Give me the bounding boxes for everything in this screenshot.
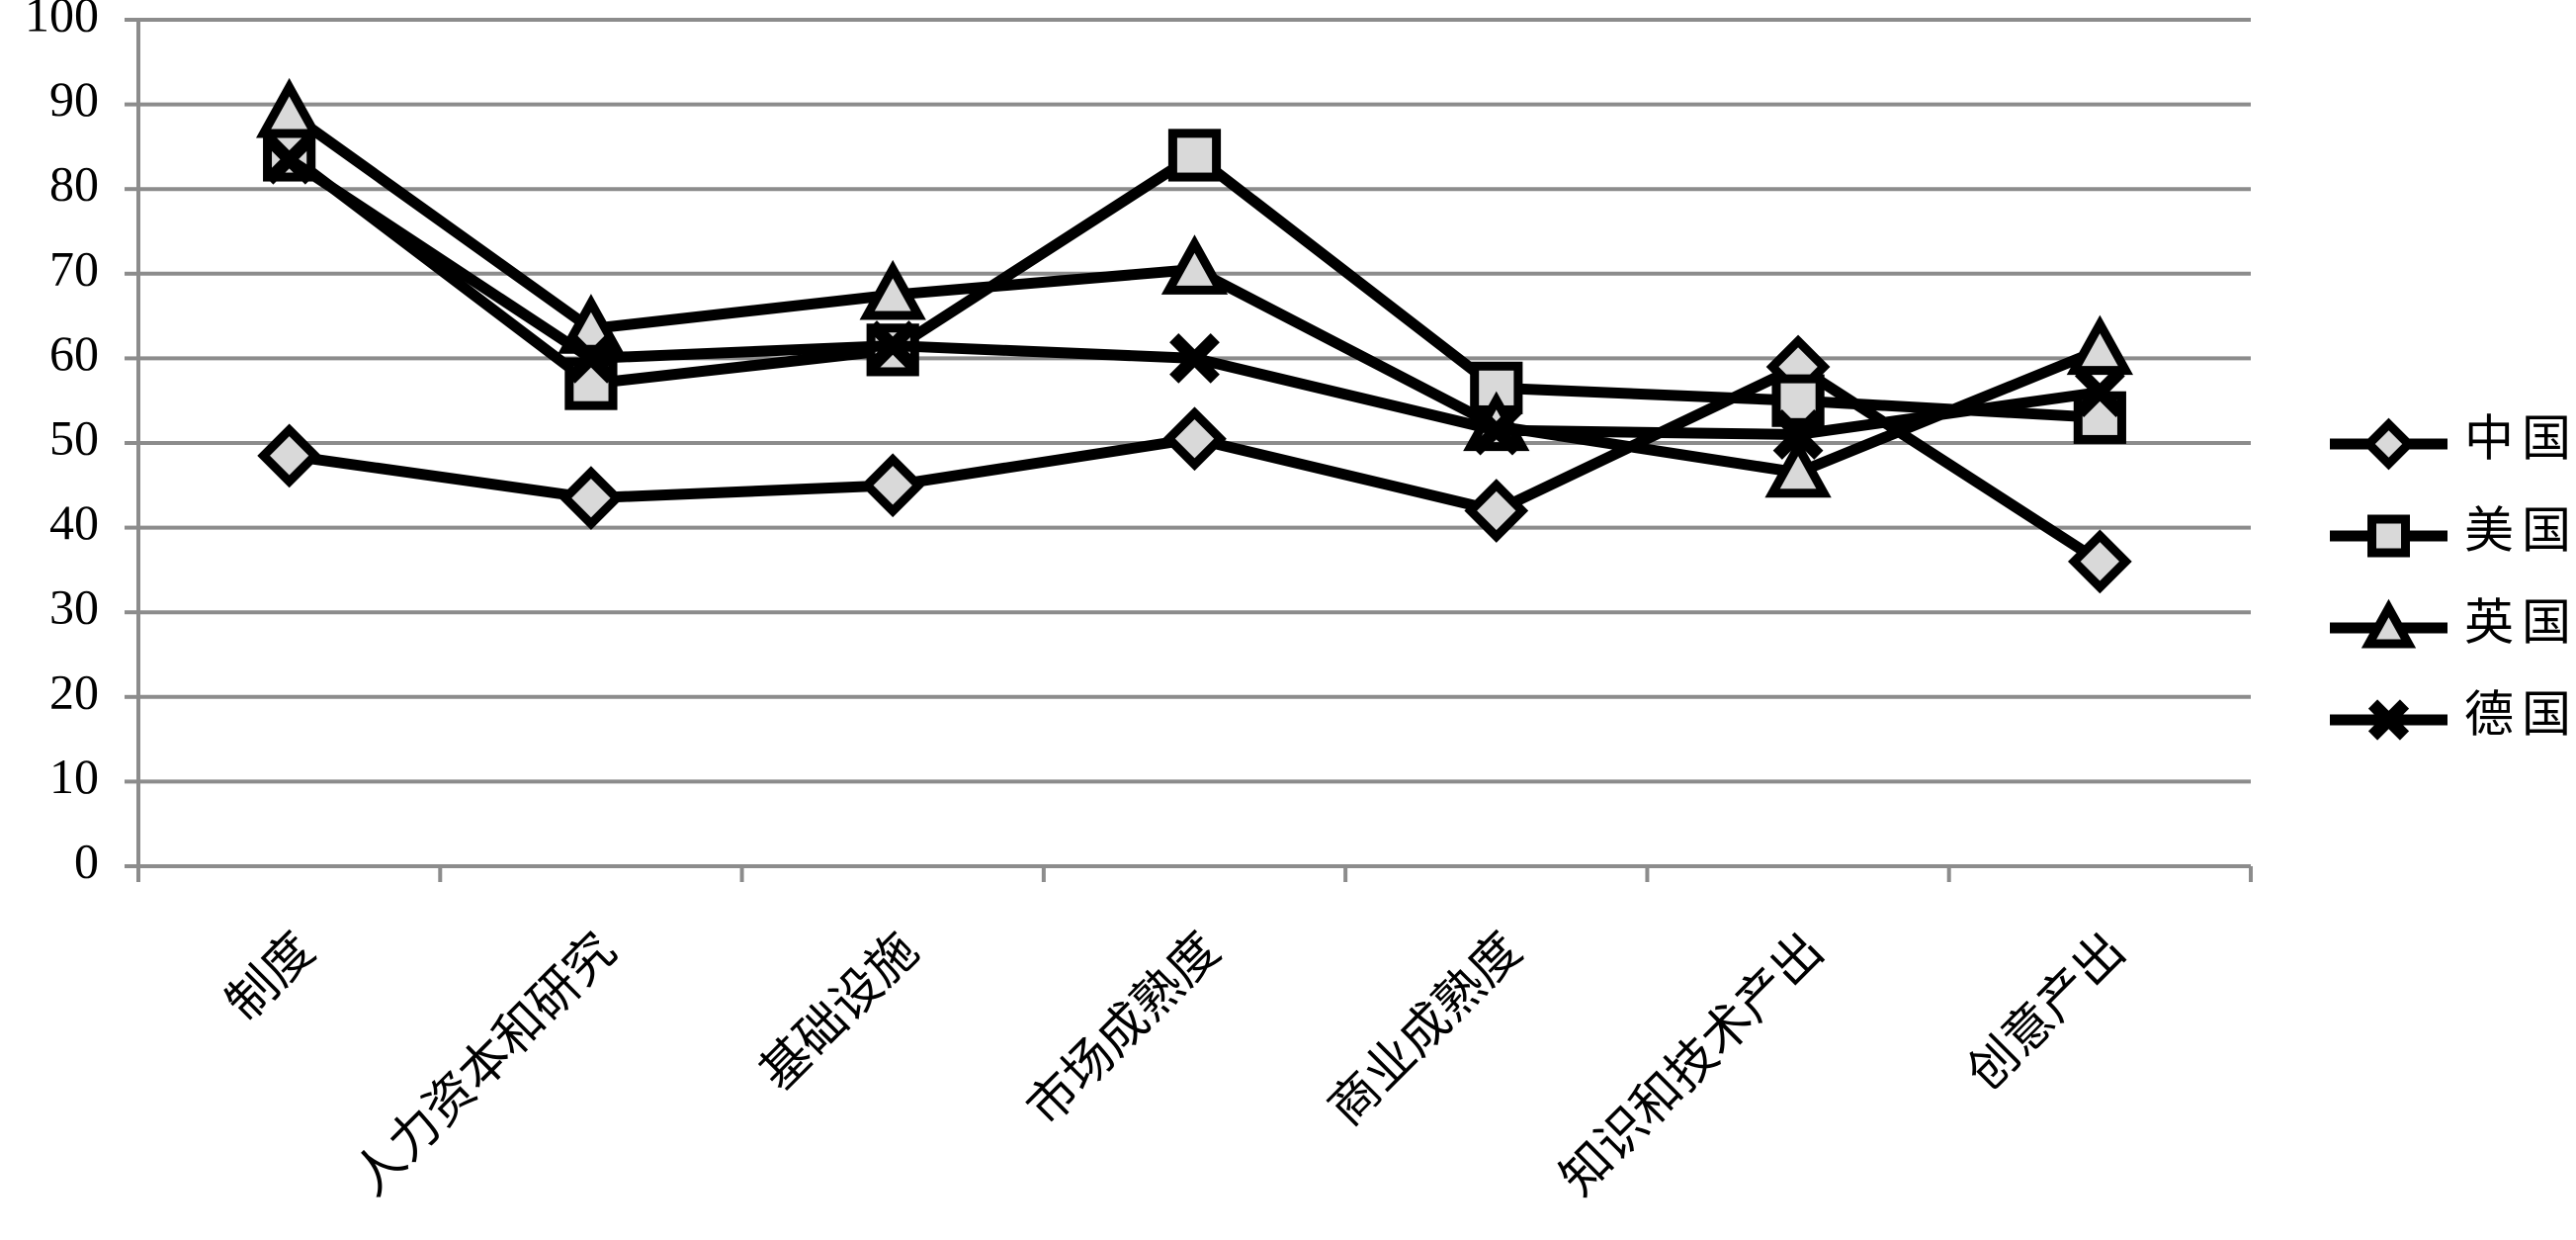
- x-tick-label: 人力资本和研究: [343, 922, 627, 1205]
- data-point: [1169, 333, 1220, 384]
- legend-marker: [2362, 417, 2415, 471]
- series-line: [286, 154, 2102, 440]
- legend-marker: [2367, 514, 2410, 558]
- y-tick-label: 60: [49, 325, 99, 381]
- data-point: [1772, 409, 1824, 460]
- legend-label: 美国: [2464, 502, 2576, 558]
- y-tick-label: 10: [49, 749, 99, 804]
- data-point: [2074, 367, 2125, 418]
- data-point: [1160, 234, 1229, 295]
- y-tick-label: 90: [49, 71, 99, 127]
- legend-label: 英国: [2464, 594, 2576, 650]
- data-point: [1162, 406, 1227, 472]
- y-tick-label: 30: [49, 579, 99, 635]
- y-tick-label: 70: [49, 240, 99, 296]
- data-point: [558, 466, 624, 531]
- data-point: [1464, 479, 1529, 543]
- x-tick-label: 制度: [215, 922, 324, 1030]
- y-tick-label: 50: [49, 409, 99, 465]
- x-tick-label: 创意产出: [1956, 922, 2135, 1101]
- y-tick-label: 0: [74, 833, 99, 888]
- data-point: [1471, 404, 1522, 456]
- data-point: [257, 423, 322, 488]
- data-point: [1167, 129, 1222, 182]
- x-tick-label: 市场成熟度: [1016, 922, 1230, 1135]
- data-point: [2066, 314, 2134, 376]
- x-tick-label: 知识和技术产出: [1550, 922, 1834, 1205]
- data-point: [255, 77, 323, 138]
- data-point: [867, 320, 918, 371]
- legend-marker: [2361, 598, 2417, 649]
- legend-label: 中国: [2464, 410, 2576, 466]
- legend-marker: [2367, 699, 2410, 741]
- x-tick-label: 商业成熟度: [1318, 922, 1531, 1135]
- data-point: [264, 133, 315, 185]
- y-tick-label: 100: [25, 0, 99, 42]
- data-point: [565, 333, 617, 384]
- legend-label: 德国: [2464, 686, 2576, 742]
- data-point: [860, 453, 925, 518]
- data-point: [1764, 437, 1832, 498]
- y-tick-label: 20: [49, 664, 99, 719]
- data-point: [859, 259, 926, 320]
- x-tick-label: 基础设施: [749, 922, 928, 1101]
- y-tick-label: 40: [49, 494, 99, 550]
- data-point: [2067, 529, 2132, 594]
- y-tick-label: 80: [49, 156, 99, 212]
